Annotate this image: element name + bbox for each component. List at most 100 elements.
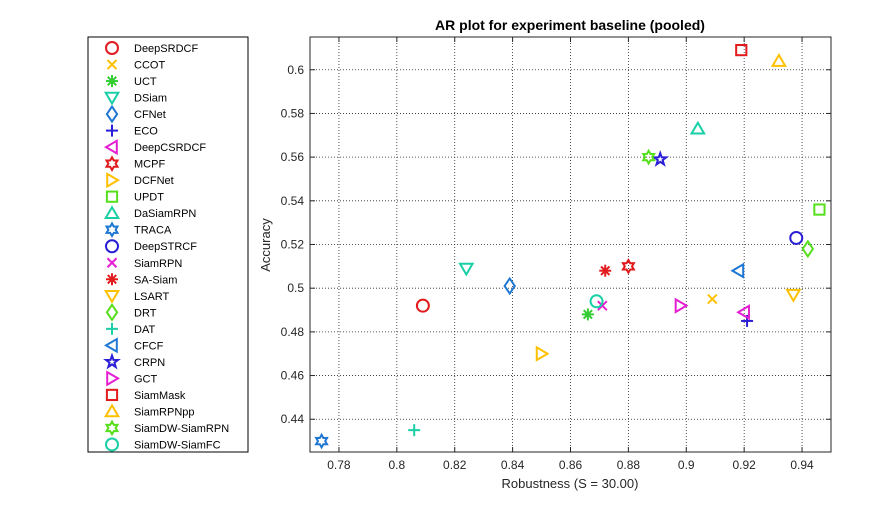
y-tick-label: 0.54: [281, 194, 305, 208]
legend-label-dat: DAT: [134, 324, 155, 336]
point-uct: [581, 308, 594, 321]
legend-marker-siamdw-siamrpn: [104, 419, 120, 437]
legend-marker-gct: [106, 370, 120, 387]
x-tick-label: 0.8: [388, 458, 405, 472]
legend-label-traca: TRACA: [134, 225, 172, 237]
point-siamdw-siamfc: [589, 294, 604, 309]
legend-marker-dsiam: [103, 91, 121, 106]
legend-marker-crpn: [103, 352, 121, 370]
point-dsiam: [458, 262, 475, 277]
legend-label-eco: ECO: [134, 126, 158, 138]
point-deepcsrdcf: [736, 304, 750, 321]
legend-label-lsart: LSART: [134, 291, 170, 303]
point-deepsrdcf: [415, 298, 430, 313]
x-tick-label: 0.92: [732, 458, 756, 472]
y-tick-label: 0.52: [281, 238, 305, 252]
point-deepstrcf: [789, 230, 804, 245]
legend-label-updt: UPDT: [134, 192, 164, 204]
x-tick-label: 0.88: [617, 458, 641, 472]
y-tick-label: 0.5: [287, 281, 304, 295]
legend-marker-updt: [105, 190, 119, 203]
legend-marker-ccot: [106, 59, 118, 70]
point-ccot: [707, 293, 718, 305]
legend-label-cfcf: CFCF: [134, 340, 164, 352]
point-mcpf: [621, 258, 636, 275]
legend-marker-siamrpn: [106, 257, 118, 268]
legend-label-deepsrdcf: DeepSRDCF: [134, 43, 198, 55]
legend-label-siamrpnpp: SiamRPNpp: [134, 406, 195, 418]
chart-title: AR plot for experiment baseline (pooled): [435, 17, 705, 33]
legend: DeepSRDCF CCOT UCT DSiam CFNet ECO DeepCSRDCF M…: [103, 41, 229, 452]
legend-marker-cfcf: [104, 337, 118, 354]
point-cfnet: [503, 276, 517, 296]
point-traca: [314, 432, 329, 450]
legend-label-sa-siam: SA-Siam: [134, 274, 177, 286]
legend-label-siammask: SiamMask: [134, 390, 186, 402]
legend-marker-mcpf: [104, 155, 120, 172]
point-crpn: [651, 149, 670, 167]
point-siamrpnpp: [770, 53, 787, 67]
x-tick-label: 0.94: [790, 458, 814, 472]
legend-label-deepstrcf: DeepSTRCF: [134, 241, 197, 253]
point-dcfnet: [535, 345, 550, 362]
legend-marker-siamrpnpp: [103, 403, 121, 418]
point-cfcf: [730, 262, 745, 279]
grid-lines: [310, 37, 831, 452]
y-tick-label: 0.56: [281, 150, 305, 164]
legend-label-drt: DRT: [134, 307, 157, 319]
y-tick-label: 0.6: [287, 63, 304, 77]
legend-marker-lsart: [103, 290, 121, 304]
legend-label-ccot: CCOT: [134, 60, 165, 72]
x-tick-label: 0.78: [327, 458, 351, 472]
point-siammask: [735, 44, 748, 57]
legend-marker-deepcsrdcf: [104, 139, 118, 156]
point-siamrpn: [597, 300, 608, 311]
point-dasiamrpn: [689, 120, 706, 135]
legend-label-mcpf: MCPF: [134, 159, 165, 171]
x-axis-label: Robustness (S = 30.00): [502, 476, 639, 491]
y-tick-label: 0.46: [281, 369, 305, 383]
point-sa-siam: [599, 264, 612, 277]
legend-marker-dcfnet: [106, 172, 120, 189]
point-gct: [674, 297, 689, 314]
legend-label-crpn: CRPN: [134, 357, 165, 369]
legend-label-deepcsrdcf: DeepCSRDCF: [134, 142, 206, 154]
y-tick-label: 0.58: [281, 106, 305, 120]
y-tick-label: 0.44: [281, 412, 305, 426]
legend-label-siamdw-siamfc: SiamDW-SiamFC: [134, 439, 221, 451]
legend-marker-eco: [106, 124, 118, 137]
legend-label-siamdw-siamrpn: SiamDW-SiamRPN: [134, 423, 229, 435]
legend-label-cfnet: CFNet: [134, 109, 166, 121]
legend-box: [87, 36, 249, 453]
legend-marker-dat: [106, 322, 118, 335]
x-tick-label: 0.9: [678, 458, 695, 472]
point-siamdw-siamrpn: [641, 148, 656, 166]
legend-label-dcfnet: DCFNet: [134, 175, 174, 187]
y-axis-label: Accuracy: [258, 218, 273, 272]
axis-ticks: 0.78 0.8 0.82 0.84 0.86 0.88 0.9 0.92 0.94 0.44 0.…: [281, 37, 831, 472]
legend-marker-drt: [105, 303, 119, 322]
point-lsart: [785, 288, 802, 303]
y-tick-label: 0.48: [281, 325, 305, 339]
point-dat: [408, 424, 421, 437]
legend-label-uct: UCT: [134, 76, 157, 88]
legend-marker-deepsrdcf: [105, 41, 119, 55]
legend-marker-sa-siam: [106, 273, 118, 286]
legend-label-dsiam: DSiam: [134, 93, 167, 105]
x-tick-label: 0.82: [443, 458, 467, 472]
legend-label-dasiamrpn: DaSiamRPN: [134, 208, 196, 220]
legend-label-siamrpn: SiamRPN: [134, 258, 182, 270]
legend-marker-dasiamrpn: [103, 205, 121, 219]
legend-marker-siammask: [105, 388, 119, 402]
legend-marker-uct: [106, 75, 118, 88]
point-updt: [813, 203, 826, 216]
legend-label-gct: GCT: [134, 373, 158, 385]
legend-marker-siamdw-siamfc: [105, 437, 119, 452]
point-drt: [801, 239, 815, 259]
legend-marker-cfnet: [105, 104, 119, 124]
x-tick-label: 0.86: [559, 458, 583, 472]
x-tick-label: 0.84: [501, 458, 525, 472]
data-points: [314, 44, 826, 450]
legend-marker-deepstrcf: [105, 239, 119, 254]
